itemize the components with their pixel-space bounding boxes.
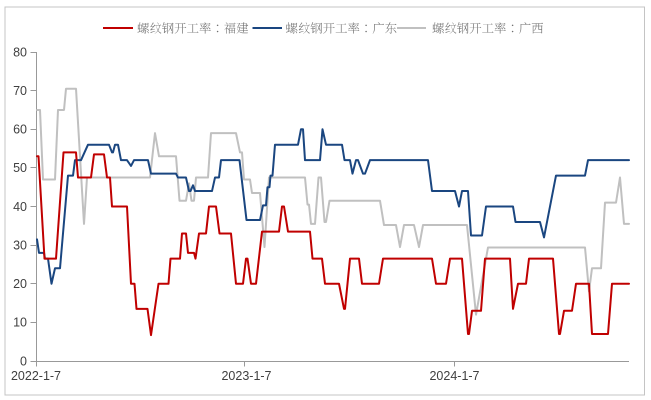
svg-text:40: 40	[13, 200, 27, 214]
svg-text:80: 80	[13, 45, 27, 59]
svg-text:0: 0	[20, 354, 27, 368]
svg-text:50: 50	[13, 161, 27, 175]
svg-text:2023-1-7: 2023-1-7	[221, 369, 271, 383]
svg-text:2022-1-7: 2022-1-7	[11, 369, 61, 383]
svg-text:10: 10	[13, 316, 27, 330]
svg-text:70: 70	[13, 84, 27, 98]
svg-text:60: 60	[13, 123, 27, 137]
svg-text:20: 20	[13, 277, 27, 291]
svg-text:30: 30	[13, 238, 27, 252]
svg-text:2024-1-7: 2024-1-7	[429, 369, 479, 383]
